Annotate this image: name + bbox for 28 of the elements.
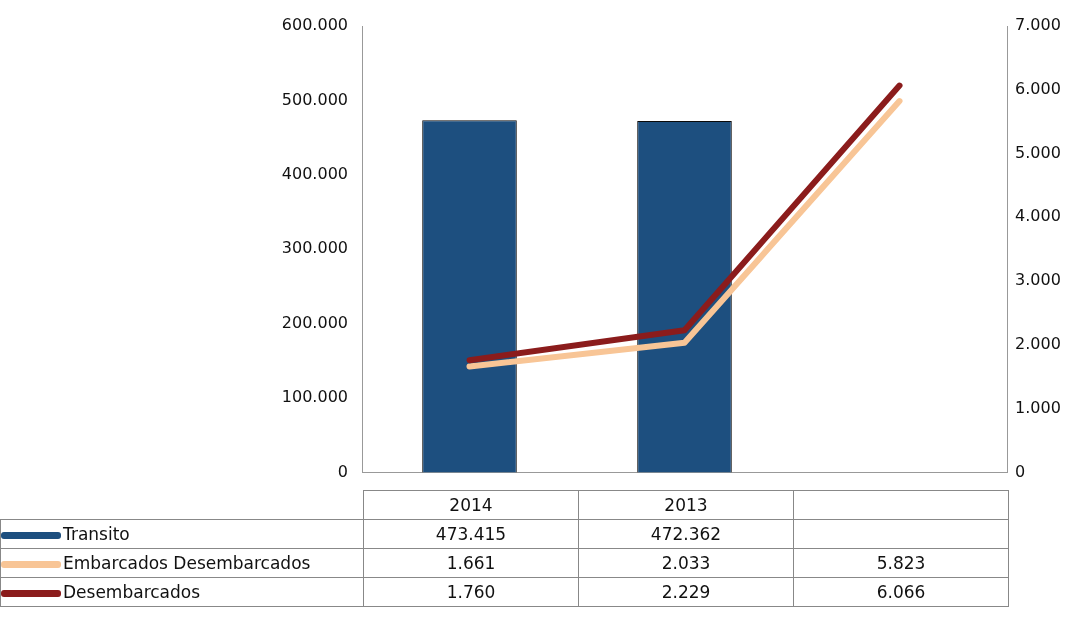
text: 6.066	[876, 582, 926, 602]
y2-tick-label: 7.000	[1015, 15, 1061, 35]
legend-label: Desembarcados	[0, 577, 364, 607]
y-tick-label: 600.000	[281, 15, 348, 35]
y-tick-label: 400.000	[281, 163, 348, 183]
text: 473.415	[435, 524, 507, 544]
y-tick-label: 500.000	[281, 89, 348, 109]
y-tick-label: 300.000	[281, 238, 348, 258]
x-tick-label: 2013	[578, 490, 794, 520]
x-tick-label: 2014	[363, 490, 579, 520]
y-tick-label: 100.000	[281, 387, 348, 407]
text: 5.823	[876, 553, 926, 573]
text: 472.362	[650, 524, 722, 544]
y2-tick-label: 4.000	[1015, 206, 1061, 226]
y2-tick-label: 0	[1015, 461, 1026, 481]
y-tick-label: 200.000	[281, 312, 348, 332]
text: 2.229	[661, 582, 711, 602]
text: 2.033	[661, 553, 711, 573]
legend-label: Embarcados Desembarcados	[0, 548, 364, 578]
y2-tick-label: 2.000	[1015, 334, 1061, 354]
y-tick-label: 0	[337, 461, 348, 481]
text: 1.760	[446, 582, 496, 602]
y2-tick-label: 3.000	[1015, 270, 1061, 290]
y2-tick-label: 5.000	[1015, 142, 1061, 162]
y2-tick-label: 6.000	[1015, 78, 1061, 98]
legend-label: Transito	[0, 519, 364, 549]
text: 1.661	[446, 553, 496, 573]
y2-tick-label: 1.000	[1015, 397, 1061, 417]
